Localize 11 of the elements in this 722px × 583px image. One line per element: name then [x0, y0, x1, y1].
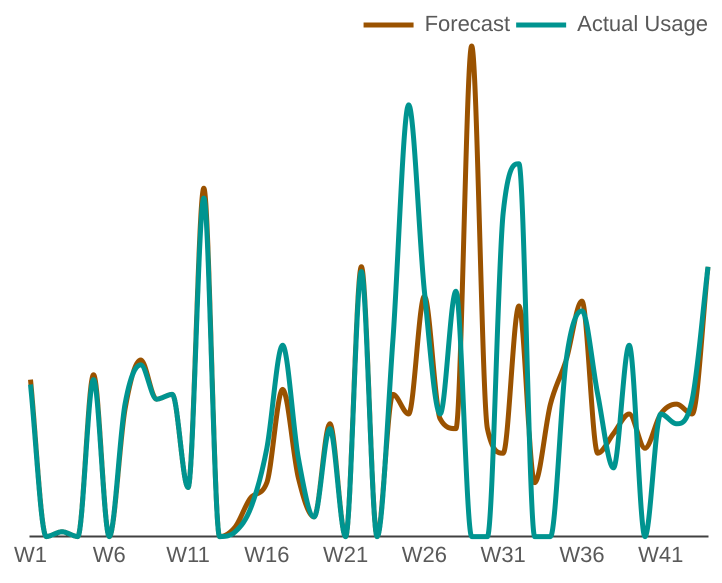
- x-tick-label: W6: [92, 542, 126, 567]
- x-tick-label: W16: [244, 542, 290, 567]
- x-tick-label: W21: [322, 542, 368, 567]
- legend-label: Actual Usage: [577, 11, 708, 36]
- x-tick-label: W31: [480, 542, 526, 567]
- legend-label: Forecast: [424, 11, 510, 36]
- x-tick-label: W41: [638, 542, 684, 567]
- x-tick-label: W36: [559, 542, 605, 567]
- x-tick-label: W26: [402, 542, 448, 567]
- x-tick-label: W11: [166, 542, 210, 567]
- x-tick-label: W1: [14, 542, 47, 567]
